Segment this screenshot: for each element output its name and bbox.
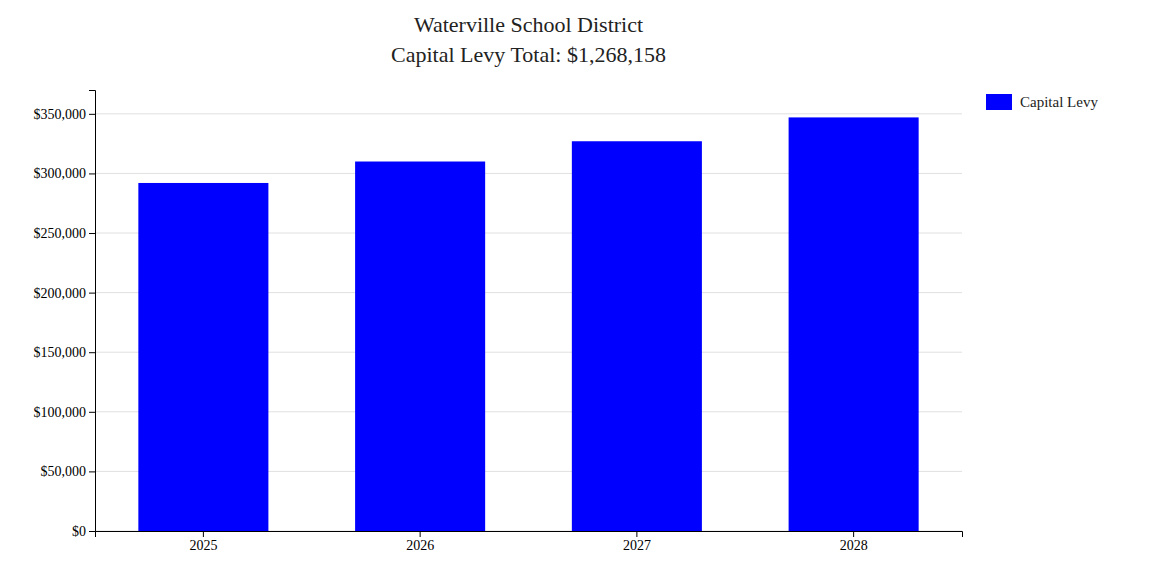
bar (789, 117, 919, 531)
x-tick: 2027 (623, 531, 651, 553)
y-tick-label: $150,000 (34, 345, 87, 360)
y-tick-label: $200,000 (34, 286, 87, 301)
x-axis-line (96, 532, 963, 538)
x-tick-mark (636, 531, 637, 537)
y-tick: $100,000 (34, 405, 96, 420)
x-tick-label: 2028 (840, 538, 868, 553)
y-tick-label: $350,000 (34, 107, 87, 122)
title-group: Waterville School District Capital Levy T… (391, 12, 666, 67)
title: Waterville School District (414, 12, 643, 37)
grid (95, 114, 962, 531)
y-tick-mark (89, 352, 95, 353)
x-tick: 2028 (840, 531, 868, 553)
y-axis-line (89, 91, 96, 532)
y-tick: $150,000 (34, 345, 96, 360)
bar (572, 141, 702, 531)
bars (138, 117, 918, 531)
y-tick: $50,000 (41, 464, 96, 479)
grid-line (95, 113, 962, 114)
y-tick-label: $300,000 (34, 166, 87, 181)
y-tick-mark (89, 412, 95, 413)
legend-swatch (986, 94, 1012, 110)
x-tick-mark (203, 531, 204, 537)
x-axis: 2025 2026 2027 2028 (96, 531, 963, 553)
x-tick-label: 2027 (623, 538, 651, 553)
x-tick: 2026 (406, 531, 434, 553)
x-tick-mark (420, 531, 421, 537)
y-tick-mark (89, 114, 95, 115)
x-tick-mark (853, 531, 854, 537)
y-tick-mark (89, 293, 95, 294)
legend-label: Capital Levy (1020, 94, 1098, 110)
subtitle: Capital Levy Total: $1,268,158 (391, 42, 666, 67)
y-tick-label: $0 (72, 524, 86, 539)
y-tick-label: $100,000 (34, 405, 87, 420)
chart: Waterville School District Capital Levy T… (0, 0, 1152, 576)
y-tick: $300,000 (34, 166, 96, 181)
x-tick-label: 2025 (189, 538, 217, 553)
y-tick-mark (89, 233, 95, 234)
y-tick: $200,000 (34, 286, 96, 301)
bar (138, 183, 268, 531)
x-tick-label: 2026 (406, 538, 434, 553)
y-axis: $0 $50,000 $100,000 $150,000 $200,000 $250,00… (34, 91, 96, 539)
y-tick-label: $50,000 (41, 464, 87, 479)
x-tick: 2025 (189, 531, 217, 553)
y-tick-mark (89, 531, 95, 532)
legend-item: Capital Levy (986, 94, 1098, 110)
y-tick-label: $250,000 (34, 226, 87, 241)
y-tick-mark (89, 173, 95, 174)
y-tick-mark (89, 471, 95, 472)
plot: $0 $50,000 $100,000 $150,000 $200,000 $250,00… (34, 91, 963, 553)
legend: Capital Levy (986, 94, 1098, 110)
bar (355, 162, 485, 531)
y-tick: $350,000 (34, 107, 96, 122)
y-tick: $250,000 (34, 226, 96, 241)
y-tick: $0 (72, 524, 95, 539)
